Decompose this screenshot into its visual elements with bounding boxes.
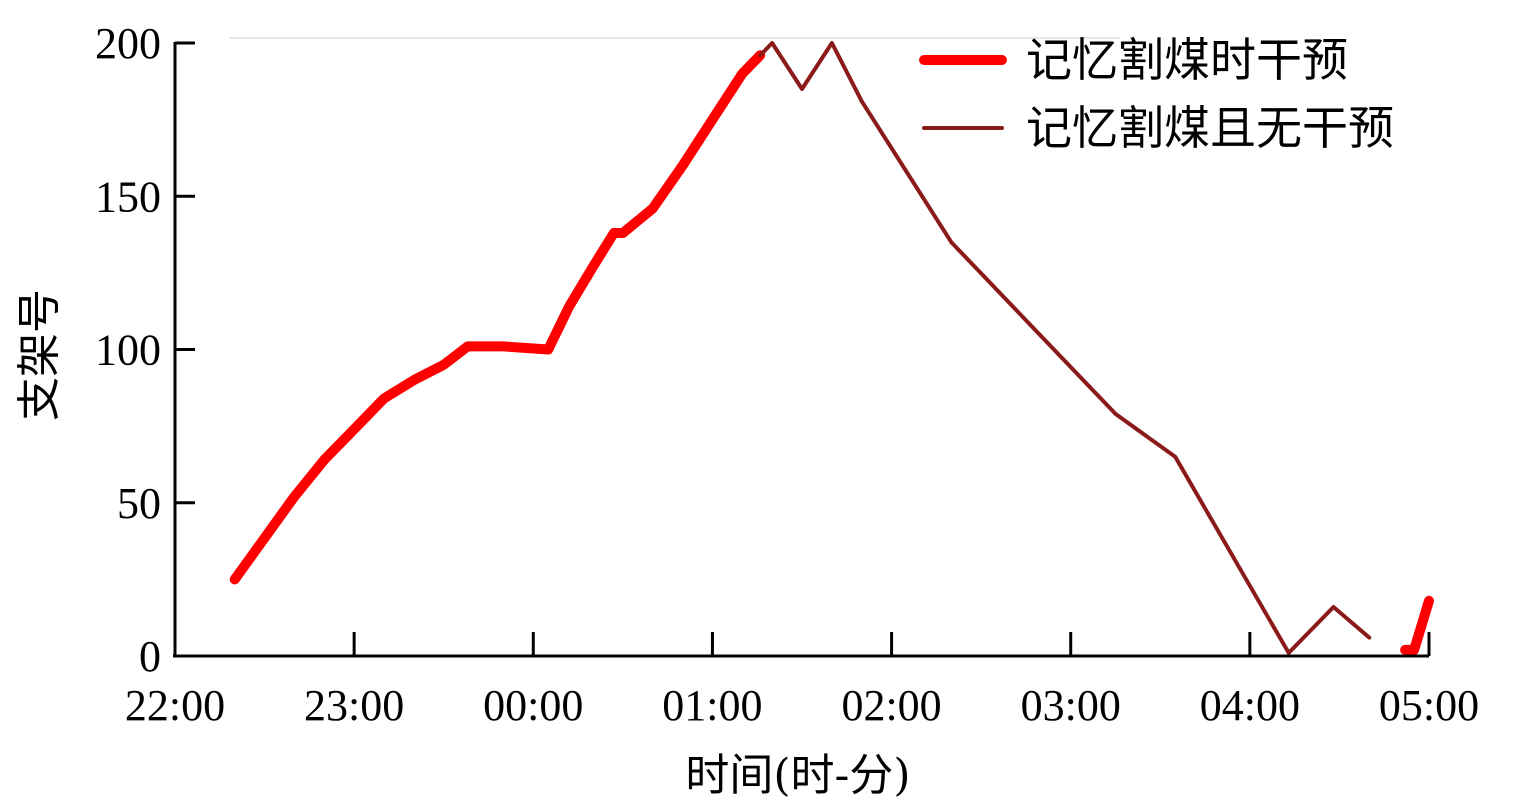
y-tick-label: 50: [117, 479, 161, 528]
series-line: [758, 41, 1372, 655]
x-tick-label: 05:00: [1379, 681, 1479, 730]
x-tick-label: 03:00: [1021, 681, 1121, 730]
x-tick-label: 22:00: [125, 681, 225, 730]
x-tick-label: 04:00: [1200, 681, 1300, 730]
x-tick-label: 23:00: [304, 681, 404, 730]
x-axis-title: 时间(时-分): [685, 750, 910, 801]
y-tick-label: 200: [95, 19, 161, 68]
series-line: [229, 50, 766, 585]
x-tick-label: 02:00: [841, 681, 941, 730]
plot-lines: [229, 41, 1434, 655]
y-tick-label: 150: [95, 172, 161, 221]
y-axis-title: 支架号: [14, 289, 65, 421]
y-tick-label: 0: [139, 632, 161, 681]
x-tick-label: 01:00: [662, 681, 762, 730]
x-tick-label: 00:00: [483, 681, 583, 730]
y-ticks: 0 50 100 150 200: [95, 19, 195, 681]
y-tick-label: 100: [95, 326, 161, 375]
legend-label: 记忆割煤时干预: [1026, 33, 1348, 87]
legend-label: 记忆割煤且无干预: [1026, 101, 1394, 155]
x-ticks: 22:00 23:00 00:00 01:00 02:00 03:00 04:00 05:00: [125, 632, 1479, 730]
series-line: [1400, 595, 1434, 655]
